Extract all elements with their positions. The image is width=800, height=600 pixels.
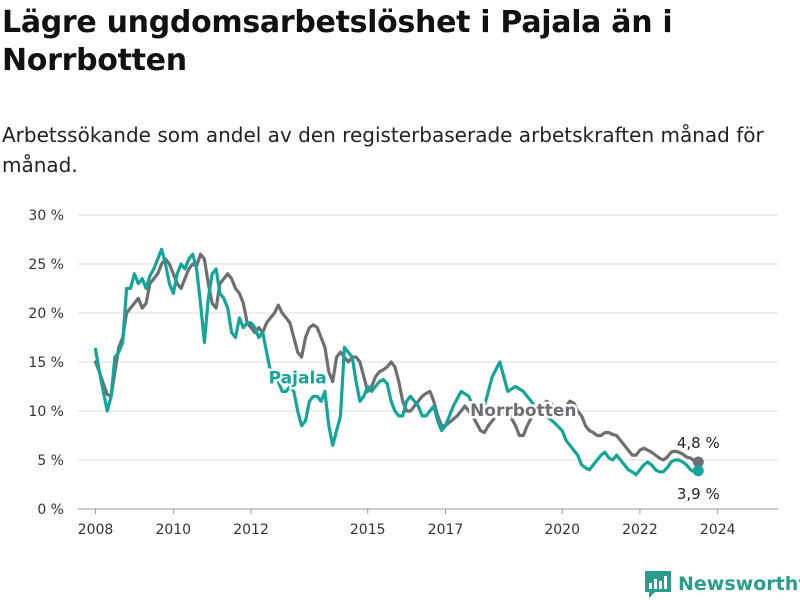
series-label-pajala: Pajala (269, 369, 327, 389)
y-tick-label: 0 % (37, 502, 64, 518)
gridlines (78, 214, 778, 510)
x-tick-label: 2022 (622, 522, 658, 538)
x-tick-label: 2012 (233, 522, 269, 538)
chart-subtitle: Arbetssökande som andel av den registerb… (2, 123, 764, 177)
end-label-norrbotten: 4,8 % (677, 434, 720, 452)
newsworthy-logo: Newsworthy (645, 570, 800, 598)
x-tick-label: 2015 (350, 522, 386, 538)
series-line-pajala (93, 247, 700, 477)
x-tick-label: 2020 (544, 522, 580, 538)
y-tick-label: 10 % (28, 404, 64, 420)
x-axis: 2008 2010 2012 2015 2017 2020 2022 2024 (78, 509, 736, 538)
x-tick-label: 2008 (78, 522, 114, 538)
logo-text: Newsworthy (678, 573, 800, 595)
series-line-norrbotten (93, 252, 700, 464)
end-label-pajala: 3,9 % (677, 485, 720, 503)
y-tick-label: 20 % (28, 306, 64, 322)
y-tick-label: 30 % (28, 208, 64, 224)
y-tick-label: 25 % (28, 257, 64, 273)
series-label-norrbotten: Norrbotten (470, 401, 576, 421)
endpoint-norrbotten (692, 456, 704, 468)
newsworthy-chart-icon (645, 570, 671, 598)
series-lines (93, 247, 700, 477)
x-tick-label: 2017 (428, 522, 464, 538)
y-tick-label: 5 % (37, 453, 64, 469)
x-tick-label: 2010 (155, 522, 191, 538)
series-labels: 4,8 % 3,9 % Pajala Norrbotten (266, 366, 720, 503)
y-tick-label: 15 % (28, 355, 64, 371)
chart-title: Lägre ungdomsarbetslöshet i Pajala än i … (2, 5, 673, 78)
y-axis: 0 % 5 % 10 % 15 % 20 % 25 % 30 % (28, 208, 64, 518)
endpoint-pajala (692, 465, 704, 477)
x-tick-label: 2024 (700, 522, 736, 538)
